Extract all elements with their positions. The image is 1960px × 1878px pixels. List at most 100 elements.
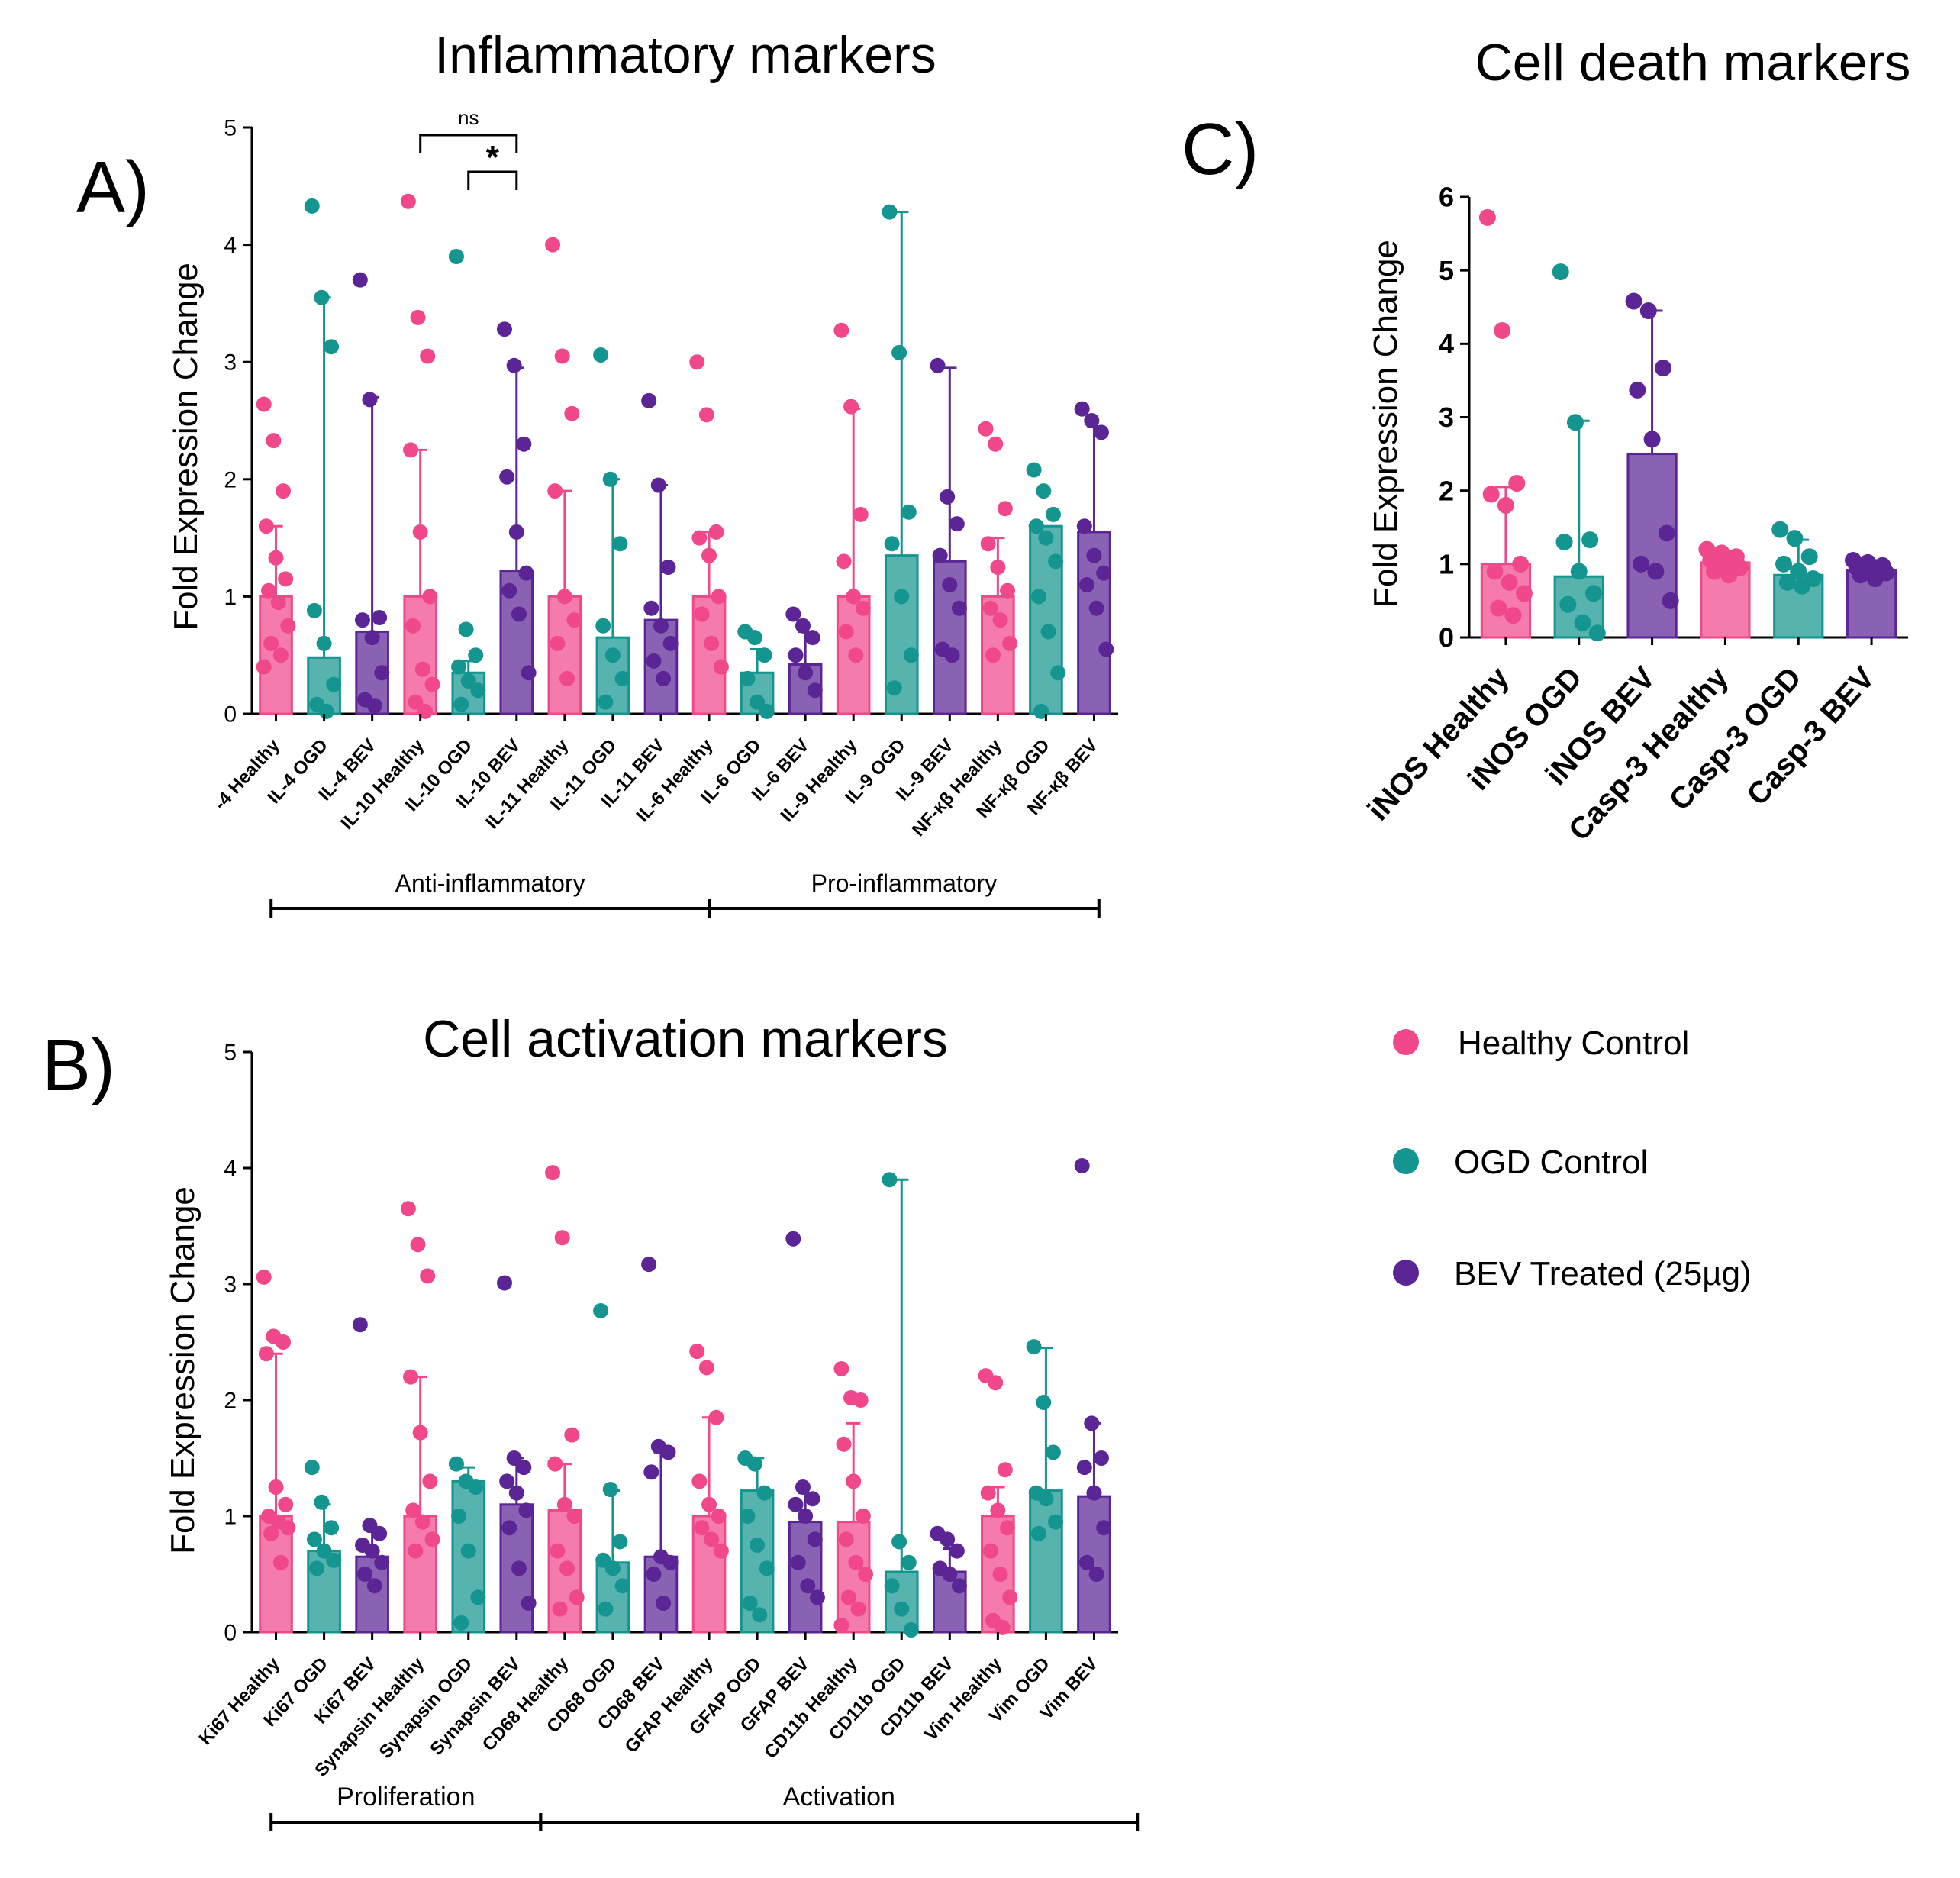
data-point <box>1647 563 1665 580</box>
bar <box>1626 453 1678 639</box>
data-point <box>691 1473 708 1489</box>
data-point <box>656 670 672 686</box>
panel-b: B) Cell activation markers Fold Expressi… <box>42 1010 1140 1831</box>
data-point <box>992 1567 1008 1582</box>
data-point <box>468 647 484 663</box>
data-point <box>656 1596 672 1611</box>
data-point <box>414 661 430 677</box>
data-point <box>1048 1514 1064 1530</box>
data-point <box>258 518 274 534</box>
data-point <box>980 536 996 552</box>
data-point <box>836 1436 852 1452</box>
data-point <box>689 1344 705 1360</box>
data-point <box>324 1520 340 1536</box>
data-point <box>836 553 852 570</box>
data-point <box>798 665 814 681</box>
data-point <box>848 647 864 663</box>
y-tick-label: 4 <box>224 233 237 258</box>
data-point <box>804 1491 820 1507</box>
data-point <box>424 1531 440 1547</box>
data-point <box>660 1444 676 1460</box>
legend-label-healthy: Healthy Control <box>1458 1025 1689 1062</box>
data-point <box>795 618 811 634</box>
data-point <box>516 1460 532 1476</box>
data-point <box>990 1502 1006 1518</box>
x-tick-label: Ki67 Healthy <box>195 1653 285 1749</box>
data-point <box>833 1360 849 1376</box>
data-point <box>646 1567 662 1582</box>
data-point <box>511 606 527 622</box>
data-point <box>400 1201 416 1217</box>
data-point <box>711 589 727 605</box>
data-point <box>364 1543 380 1559</box>
data-point <box>1098 641 1114 657</box>
data-point <box>1093 1450 1109 1466</box>
data-point <box>643 1464 659 1480</box>
data-point <box>1629 381 1646 399</box>
data-point <box>653 618 669 634</box>
data-point <box>272 647 289 663</box>
y-tick-label: 1 <box>224 585 237 610</box>
y-tick-label: 4 <box>224 1157 237 1182</box>
data-point <box>1584 585 1602 602</box>
data-point <box>850 1601 866 1617</box>
data-point <box>1078 1554 1094 1570</box>
group-bracket-label: Anti-inflammatory <box>395 870 585 897</box>
data-point <box>833 1617 849 1633</box>
data-point <box>506 1450 522 1466</box>
data-point <box>258 1346 274 1362</box>
significance-bracket <box>467 170 518 190</box>
data-point <box>554 348 570 364</box>
data-point <box>518 1502 534 1518</box>
data-point <box>496 1275 512 1291</box>
data-point <box>985 647 1001 663</box>
data-point <box>306 602 322 618</box>
data-point <box>691 530 708 546</box>
data-point <box>405 1502 421 1518</box>
data-point <box>894 589 910 605</box>
data-point <box>1800 548 1818 566</box>
data-point <box>448 248 464 264</box>
data-point <box>750 1538 766 1553</box>
panel-c-title: Cell death markers <box>1475 34 1911 92</box>
data-point <box>1786 530 1804 547</box>
data-point <box>740 1509 756 1524</box>
data-point <box>942 577 958 593</box>
data-point <box>742 1596 758 1611</box>
data-point <box>453 696 469 712</box>
x-tick-label: CD68 Healthy <box>479 1653 573 1755</box>
data-point <box>807 682 823 699</box>
x-tick-label: IL-10 Healthy <box>337 734 428 834</box>
data-point <box>833 322 849 338</box>
legend-swatch-healthy <box>1393 1029 1419 1055</box>
data-point <box>278 571 294 587</box>
data-point <box>314 289 330 305</box>
data-point <box>569 1589 585 1605</box>
data-point <box>949 1543 965 1559</box>
data-point <box>412 1425 428 1441</box>
data-point <box>1720 566 1738 584</box>
y-tick-label: 1 <box>1439 548 1454 579</box>
data-point <box>660 560 676 575</box>
data-point <box>420 1268 436 1284</box>
data-point <box>932 547 948 563</box>
data-point <box>641 392 657 408</box>
data-point <box>840 1589 856 1605</box>
data-point <box>1050 665 1066 681</box>
data-point <box>694 606 710 622</box>
data-point <box>701 1496 717 1512</box>
y-tick-label: 5 <box>224 1041 237 1066</box>
data-point <box>982 600 998 616</box>
y-tick-label: 0 <box>224 1621 237 1646</box>
data-point <box>268 1479 284 1495</box>
data-point <box>1478 208 1496 226</box>
data-point <box>263 1525 279 1541</box>
panel-c-label: C) <box>1181 108 1259 190</box>
data-point <box>516 436 532 452</box>
panel-c-ylabel: Fold Expression Change <box>1367 240 1404 608</box>
data-point <box>556 589 572 605</box>
data-point <box>752 1607 768 1623</box>
data-point <box>785 606 801 622</box>
data-point <box>511 1560 527 1576</box>
